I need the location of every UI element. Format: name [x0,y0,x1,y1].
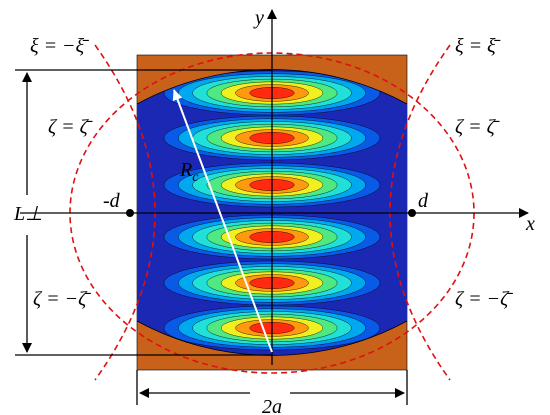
radius-main: R [179,159,192,181]
ellipse-label: ζ = −ζ̄ [455,288,513,310]
y-label: y [253,7,264,29]
width-label: 2a [262,396,282,415]
radius-sub: c [192,170,199,185]
radius-arrow [172,89,273,353]
focus-label: d [418,190,429,212]
ellipse-label: ζ = −ζ̄ [33,288,91,310]
ellipse-label: ζ = ζ̄ [48,116,93,138]
hyperbola-label: ξ = ξ̄ [455,35,501,57]
lobes [163,70,381,351]
height-label: L⊥ [13,203,43,225]
focus-left [126,209,134,217]
focus-right [408,209,416,217]
lines [15,9,529,405]
hyperbola-label: ξ = −ξ̄ [30,35,89,57]
radius-label: Rc [179,159,199,185]
x-label: x [525,213,535,235]
focus-label: -d [103,190,121,212]
ellipse-label: ζ = ζ̄ [455,116,500,138]
